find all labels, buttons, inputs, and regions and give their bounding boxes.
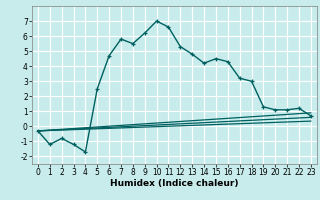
X-axis label: Humidex (Indice chaleur): Humidex (Indice chaleur) <box>110 179 239 188</box>
